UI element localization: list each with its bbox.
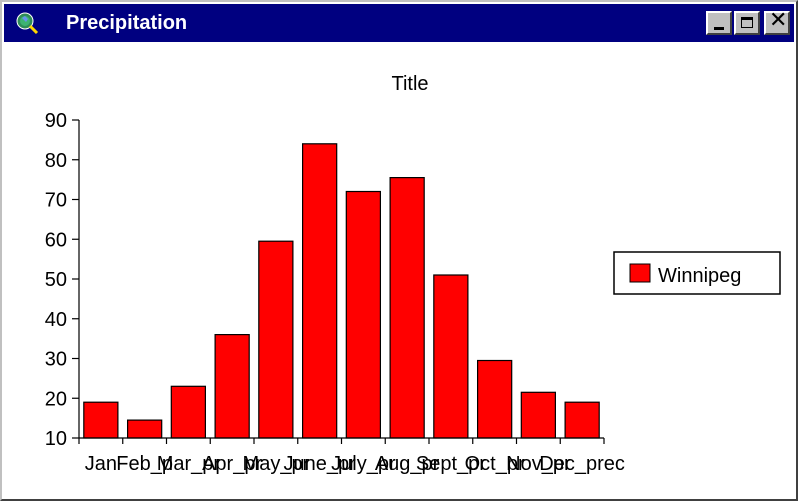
axes: 10 20 30 40 50 60 70 80 90 Jan Feb_pMar_prApr_prMa… [45, 110, 625, 475]
bar-feb-p [126, 419, 163, 439]
bar-july-pr [345, 190, 381, 439]
legend: Winnipeg [613, 251, 781, 295]
maximize-button[interactable] [734, 11, 760, 35]
bars-layer [83, 143, 600, 439]
x-tick-label: Mar_pr [157, 453, 221, 475]
bar-june-pr [302, 143, 338, 439]
bar-mar-pr [170, 385, 207, 439]
x-tick-label: Nov_pr [506, 453, 571, 475]
legend-swatch [629, 263, 651, 283]
x-tick-label: Aug_pr [375, 453, 440, 475]
close-button[interactable]: ✕ [764, 8, 790, 35]
maximize-icon [741, 17, 753, 28]
close-icon: ✕ [769, 8, 788, 33]
window-title: Precipitation [66, 12, 188, 34]
y-tick-label: 30 [45, 349, 67, 371]
bar-sept-pr [433, 274, 469, 439]
x-tick-label: June_pr [283, 453, 356, 475]
x-tick-label: May_pr [243, 453, 310, 475]
bar-dec-prec [564, 401, 600, 439]
bar-jan [83, 401, 119, 439]
bar-nov-pr [520, 391, 556, 439]
chart-area: Title 10 20 30 40 50 60 70 80 90 Jan Feb_p Mar_pr Ap… [4, 42, 794, 497]
x-tick-label: Dec_prec [539, 453, 625, 475]
minimize-icon [714, 27, 724, 30]
x-tick-label: Apr_pr [202, 453, 262, 475]
x-tick-label: Oct_pr [465, 453, 525, 475]
bar-aug-pr [389, 177, 425, 439]
y-tick-label: 10 [45, 428, 67, 450]
y-tick-label: 40 [45, 309, 67, 331]
bar-apr-pr [214, 334, 250, 439]
y-tick-label: 50 [45, 269, 67, 291]
legend-label: Winnipeg [658, 265, 741, 287]
bar-chart: Title 10 20 30 40 50 60 70 80 90 Jan Feb_pMar_prAp… [45, 73, 781, 475]
x-tick-label: Sept_pr [416, 453, 486, 475]
globe-magnifier-icon [16, 12, 39, 35]
y-tick-label: 20 [45, 388, 67, 410]
chart-title: Title [391, 73, 428, 95]
bar-may-pr [258, 240, 294, 439]
minimize-button[interactable] [706, 11, 732, 35]
y-tick-label: 70 [45, 190, 67, 212]
y-tick-label: 80 [45, 150, 67, 172]
title-bar[interactable]: Precipitation ✕ [4, 4, 794, 42]
x-tick-label: Jan [85, 453, 117, 475]
bar-oct-pr [477, 359, 513, 439]
y-tick-label: 60 [45, 229, 67, 251]
y-tick-label: 90 [45, 110, 67, 132]
x-tick-label: Feb_p [116, 453, 173, 475]
x-tick-label: July_pr [331, 453, 396, 475]
